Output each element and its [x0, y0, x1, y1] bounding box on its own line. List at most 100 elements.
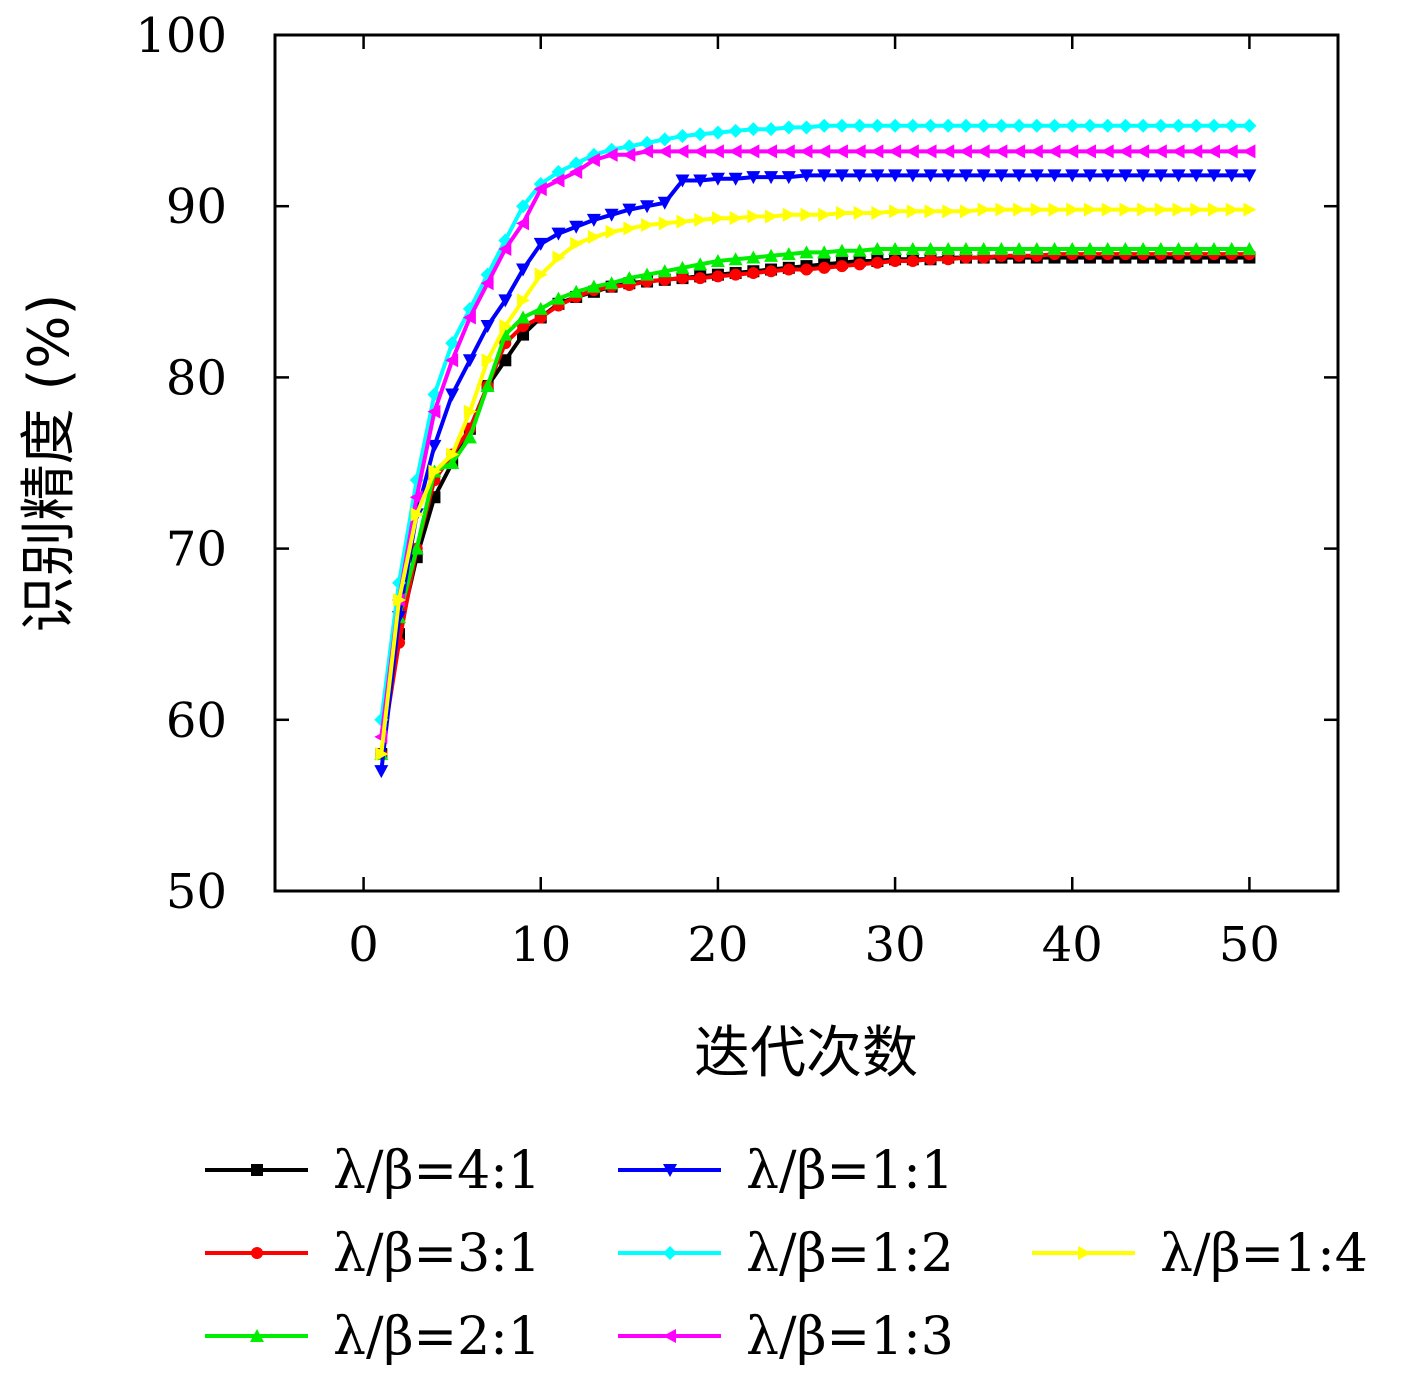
legend-item: λ/β=1:3 [618, 1307, 954, 1367]
data-point [852, 118, 867, 133]
y-tick-label: 80 [166, 350, 227, 406]
data-point [604, 147, 618, 162]
data-point [746, 122, 761, 137]
data-point [852, 243, 867, 257]
data-point [657, 196, 672, 210]
data-point [374, 765, 389, 779]
data-point [1047, 169, 1062, 183]
data-point [480, 320, 495, 334]
series-6 [375, 202, 1257, 762]
data-point [976, 169, 991, 183]
data-point [1065, 118, 1080, 133]
data-point [1154, 202, 1168, 217]
data-point [1224, 118, 1239, 133]
data-point [622, 147, 636, 162]
data-point [1029, 144, 1043, 159]
data-point [533, 182, 547, 197]
data-point [994, 144, 1008, 159]
data-point [710, 144, 724, 159]
data-point [462, 310, 476, 325]
data-point [569, 220, 584, 234]
x-axis-title: 迭代次数 [694, 1021, 918, 1086]
data-point [923, 144, 937, 159]
legend-item: λ/β=4:1 [205, 1141, 541, 1201]
data-point [480, 276, 494, 291]
data-point [905, 144, 919, 159]
data-point [534, 267, 548, 282]
data-point [498, 294, 513, 308]
data-point [888, 242, 903, 255]
data-point [1100, 144, 1114, 159]
data-point [1048, 202, 1062, 217]
series-layer [374, 118, 1257, 779]
data-point [800, 263, 813, 276]
data-point [834, 118, 849, 133]
data-point [1029, 242, 1044, 255]
data-point [657, 264, 672, 278]
legend-item: λ/β=3:1 [205, 1224, 541, 1284]
data-point [765, 265, 778, 278]
series-line [379, 255, 1250, 755]
data-point [586, 152, 600, 167]
data-point [747, 266, 760, 279]
data-point [1206, 169, 1221, 183]
data-point [870, 169, 885, 183]
data-point [445, 388, 460, 402]
data-point [516, 263, 531, 277]
legend: λ/β=4:1 λ/β=3:1 λ/β=2:1 λ/β=1:1 λ/β=1:2 λ/β=1… [205, 1141, 1368, 1367]
data-point [1225, 202, 1239, 217]
data-point [782, 263, 795, 276]
data-point [586, 213, 601, 227]
x-tick-label: 20 [687, 917, 748, 973]
legend-label: λ/β=1:4 [1160, 1224, 1368, 1284]
data-point [923, 118, 938, 133]
data-point [622, 203, 637, 217]
data-point [623, 221, 637, 236]
data-point [817, 144, 831, 159]
data-point [1190, 202, 1204, 217]
data-point [764, 122, 779, 137]
data-point [710, 125, 725, 140]
legend-item: λ/β=2:1 [205, 1307, 541, 1367]
data-point [1101, 202, 1115, 217]
y-axis-title: 识别精度 (%) [17, 294, 82, 633]
data-point [551, 173, 565, 188]
data-point [551, 291, 566, 305]
data-point [781, 171, 796, 185]
data-point [1224, 144, 1238, 159]
data-point [1082, 169, 1097, 183]
legend-label: λ/β=4:1 [333, 1141, 541, 1201]
data-point [675, 129, 690, 144]
data-point [941, 242, 956, 255]
data-point [781, 120, 796, 135]
data-point [888, 144, 902, 159]
data-point [375, 747, 389, 762]
data-point [871, 206, 885, 221]
data-point [1029, 169, 1044, 183]
legend-marker [251, 1164, 263, 1176]
data-point [994, 242, 1009, 255]
data-point [889, 204, 903, 219]
data-point [1082, 242, 1097, 255]
data-point [728, 123, 743, 138]
data-point [1171, 144, 1185, 159]
data-point [658, 216, 672, 231]
data-point [427, 404, 441, 419]
data-point [782, 207, 796, 222]
series-5 [374, 144, 1256, 744]
data-point [587, 230, 601, 245]
data-point [1013, 202, 1027, 217]
data-point [409, 541, 424, 555]
ticks-layer: 0 10 20 30 40 50 50 60 70 80 90 100 [135, 8, 1338, 973]
data-point [942, 253, 955, 266]
data-point [958, 169, 973, 183]
data-point [781, 144, 795, 159]
data-point [1100, 118, 1115, 133]
data-point [499, 354, 512, 367]
legend-marker [250, 1329, 264, 1342]
legend-label: λ/β=1:2 [746, 1224, 954, 1284]
data-point [1153, 169, 1168, 183]
data-point [1012, 118, 1027, 133]
series-line [379, 149, 1250, 738]
data-point [799, 144, 813, 159]
